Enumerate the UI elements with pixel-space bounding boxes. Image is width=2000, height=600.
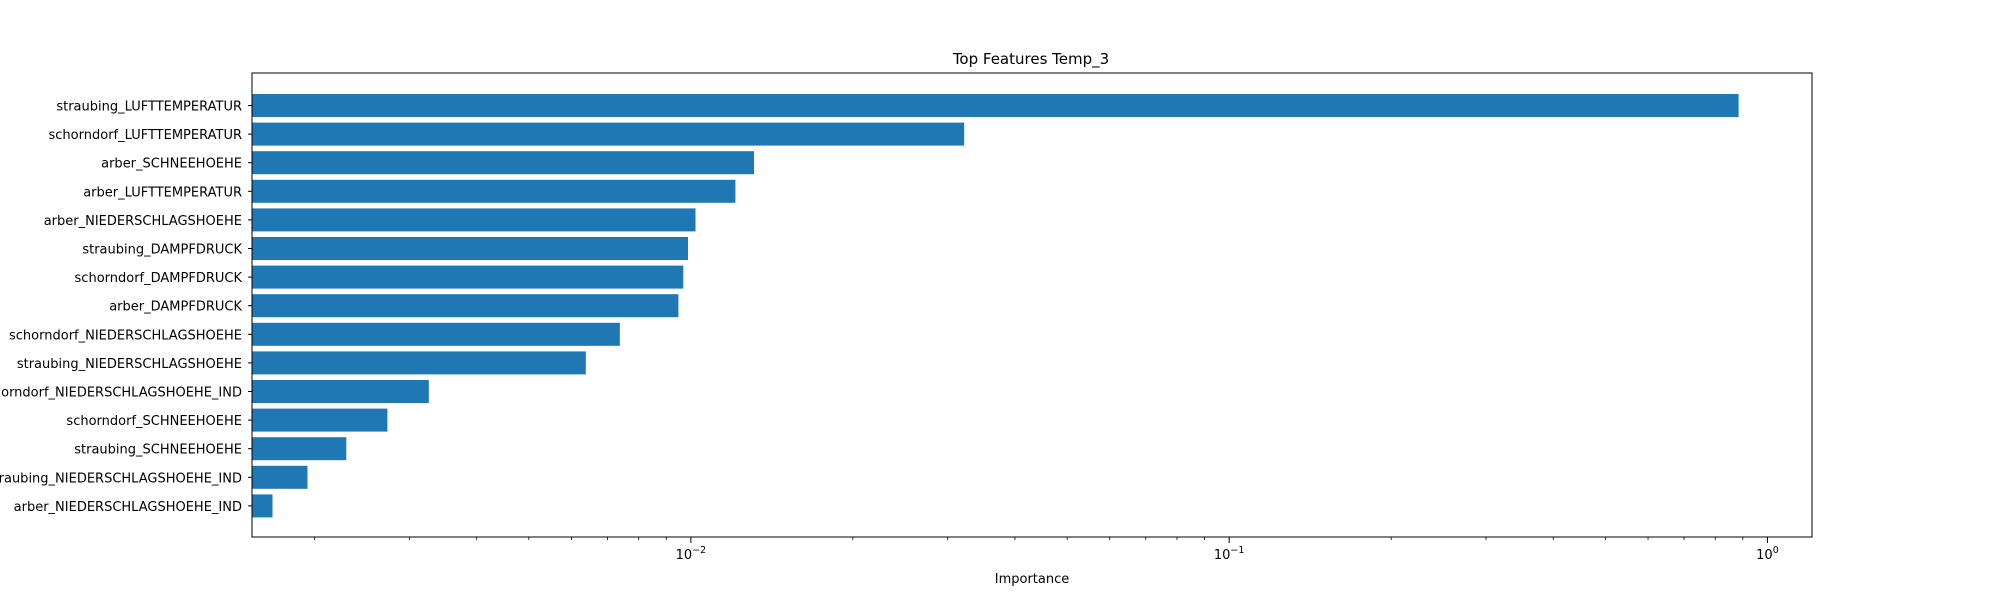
bar bbox=[252, 465, 308, 489]
x-tick-label-base: 10 bbox=[1756, 548, 1773, 563]
y-tick-label: straubing_NIEDERSCHLAGSHOEHE bbox=[17, 357, 242, 372]
bar bbox=[252, 437, 347, 461]
y-tick-label: straubing_NIEDERSCHLAGSHOEHE_IND bbox=[0, 471, 242, 486]
x-tick-label-exponent: −1 bbox=[1230, 545, 1244, 556]
x-tick-label-base: 10 bbox=[676, 548, 693, 563]
bar bbox=[252, 265, 684, 289]
bar bbox=[252, 208, 696, 232]
y-tick-label: straubing_DAMPFDRUCK bbox=[82, 243, 242, 258]
bar bbox=[252, 408, 388, 432]
y-tick-label: schorndorf_DAMPFDRUCK bbox=[75, 271, 243, 286]
x-tick-label: 10−1 bbox=[1214, 545, 1245, 563]
bar bbox=[252, 494, 273, 518]
y-tick-label: schorndorf_LUFTTEMPERATUR bbox=[49, 128, 242, 143]
bar bbox=[252, 237, 688, 260]
y-tick-label: straubing_LUFTTEMPERATUR bbox=[56, 100, 242, 115]
bar bbox=[252, 294, 679, 318]
x-tick-label: 100 bbox=[1756, 545, 1779, 563]
y-tick-label: arber_NIEDERSCHLAGSHOEHE bbox=[44, 214, 242, 229]
y-tick-label: schorndorf_SCHNEEHOEHE bbox=[66, 414, 242, 429]
bar bbox=[252, 351, 586, 375]
x-axis-label: Importance bbox=[995, 572, 1070, 587]
bar bbox=[252, 122, 965, 146]
bar bbox=[252, 380, 429, 403]
bars-group bbox=[252, 94, 1739, 518]
y-axis: straubing_LUFTTEMPERATUR schorndorf_LUFTT… bbox=[0, 100, 252, 515]
y-tick-label: schorndorf_NIEDERSCHLAGSHOEHE_IND bbox=[0, 386, 242, 401]
bar bbox=[252, 179, 736, 203]
bar bbox=[252, 94, 1739, 117]
bar bbox=[252, 151, 754, 175]
y-tick-label: arber_LUFTTEMPERATUR bbox=[83, 185, 242, 200]
plot-frame bbox=[251, 72, 1813, 538]
x-tick-label-base: 10 bbox=[1214, 548, 1231, 563]
x-axis: 10−2 10−1 100 bbox=[314, 537, 1779, 563]
x-tick-label-exponent: −2 bbox=[692, 545, 706, 556]
y-tick-label: arber_SCHNEEHOEHE bbox=[101, 157, 242, 172]
chart-title: Top Features Temp_3 bbox=[952, 50, 1109, 69]
x-tick-label: 10−2 bbox=[676, 545, 707, 563]
y-tick-label: schorndorf_NIEDERSCHLAGSHOEHE bbox=[9, 328, 242, 343]
y-tick-label: straubing_SCHNEEHOEHE bbox=[74, 443, 242, 458]
y-tick-label: arber_DAMPFDRUCK bbox=[109, 300, 242, 315]
bar bbox=[252, 322, 620, 346]
y-tick-label: arber_NIEDERSCHLAGSHOEHE_IND bbox=[14, 500, 242, 515]
x-tick-label-exponent: 0 bbox=[1773, 545, 1779, 556]
